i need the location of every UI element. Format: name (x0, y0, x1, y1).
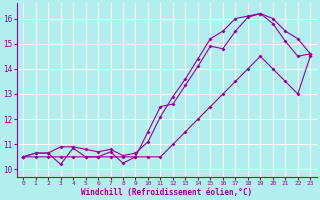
X-axis label: Windchill (Refroidissement éolien,°C): Windchill (Refroidissement éolien,°C) (81, 188, 252, 197)
